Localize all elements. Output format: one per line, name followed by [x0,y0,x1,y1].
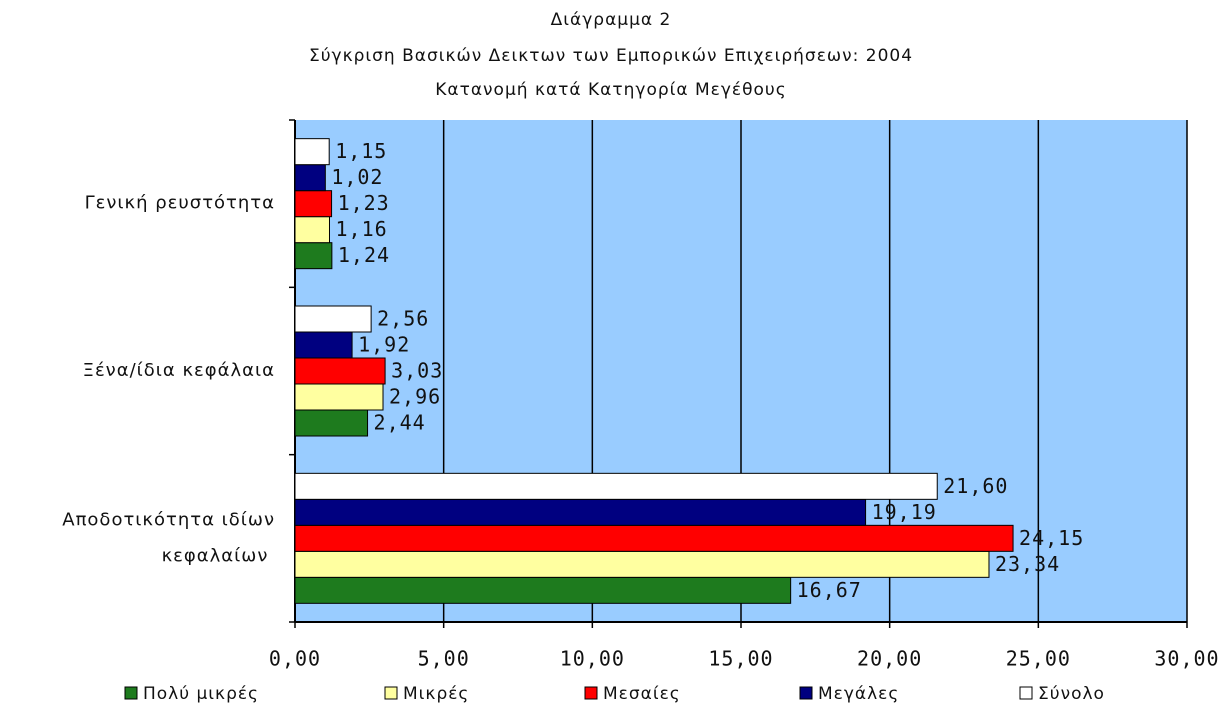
legend-label: Μικρές [403,684,469,704]
value-label: 2,44 [374,411,426,435]
value-label: 1,15 [335,139,387,163]
y-tick-label: Αποδοτικότητα ιδίων κεφαλαίων [62,509,275,566]
value-label: 2,96 [389,385,441,409]
legend-swatch [1019,686,1033,700]
chart-subtitle: Σύγκριση Βασικών Δεικτων των Εμπορικών Ε… [309,46,913,66]
x-tick-label: 25,00 [1006,647,1071,671]
value-label: 3,03 [391,359,443,383]
value-label: 1,16 [335,217,387,241]
x-tick-label: 20,00 [857,647,922,671]
bar [294,190,333,218]
chart-title: Διάγραμμα 2 [551,10,672,30]
bar [294,550,990,578]
x-tick-label: 5,00 [418,647,470,671]
legend-label: Σύνολο [1038,684,1105,704]
value-label: 24,15 [1019,526,1084,550]
bar [294,576,792,604]
y-tick-label: Ξένα/ίδια κεφάλαια [83,360,275,381]
x-tick-label: 15,00 [708,647,773,671]
bar [294,524,1014,552]
bar [294,242,333,270]
bar [294,472,938,500]
legend-swatch [584,686,598,700]
value-label: 19,19 [872,500,937,524]
bar [294,138,330,166]
value-label: 21,60 [943,474,1008,498]
bar [294,305,372,333]
bar [294,409,369,437]
y-tick-label: Γενική ρευστότητα [85,193,275,214]
bar [294,357,386,385]
legend-swatch [799,686,813,700]
bar [294,164,326,192]
chart-subtitle: Κατανομή κατά Κατηγορία Μεγέθους [435,80,786,100]
bar [294,331,353,359]
legend-label: Πολύ μικρές [143,684,259,704]
value-label: 1,23 [338,191,390,215]
x-tick-label: 30,00 [1154,647,1219,671]
bar [294,498,867,526]
legend-label: Μεγάλες [818,684,899,704]
value-label: 1,02 [331,165,383,189]
bar [294,216,330,244]
x-tick-label: 10,00 [560,647,625,671]
value-label: 23,34 [995,552,1060,576]
value-label: 1,92 [358,333,410,357]
x-tick-label: 0,00 [269,647,321,671]
value-label: 16,67 [797,578,862,602]
legend-swatch [124,686,138,700]
value-label: 1,24 [338,243,390,267]
legend-label: Μεσαίες [603,684,681,704]
bar [294,383,384,411]
legend-swatch [384,686,398,700]
value-label: 2,56 [377,307,429,331]
